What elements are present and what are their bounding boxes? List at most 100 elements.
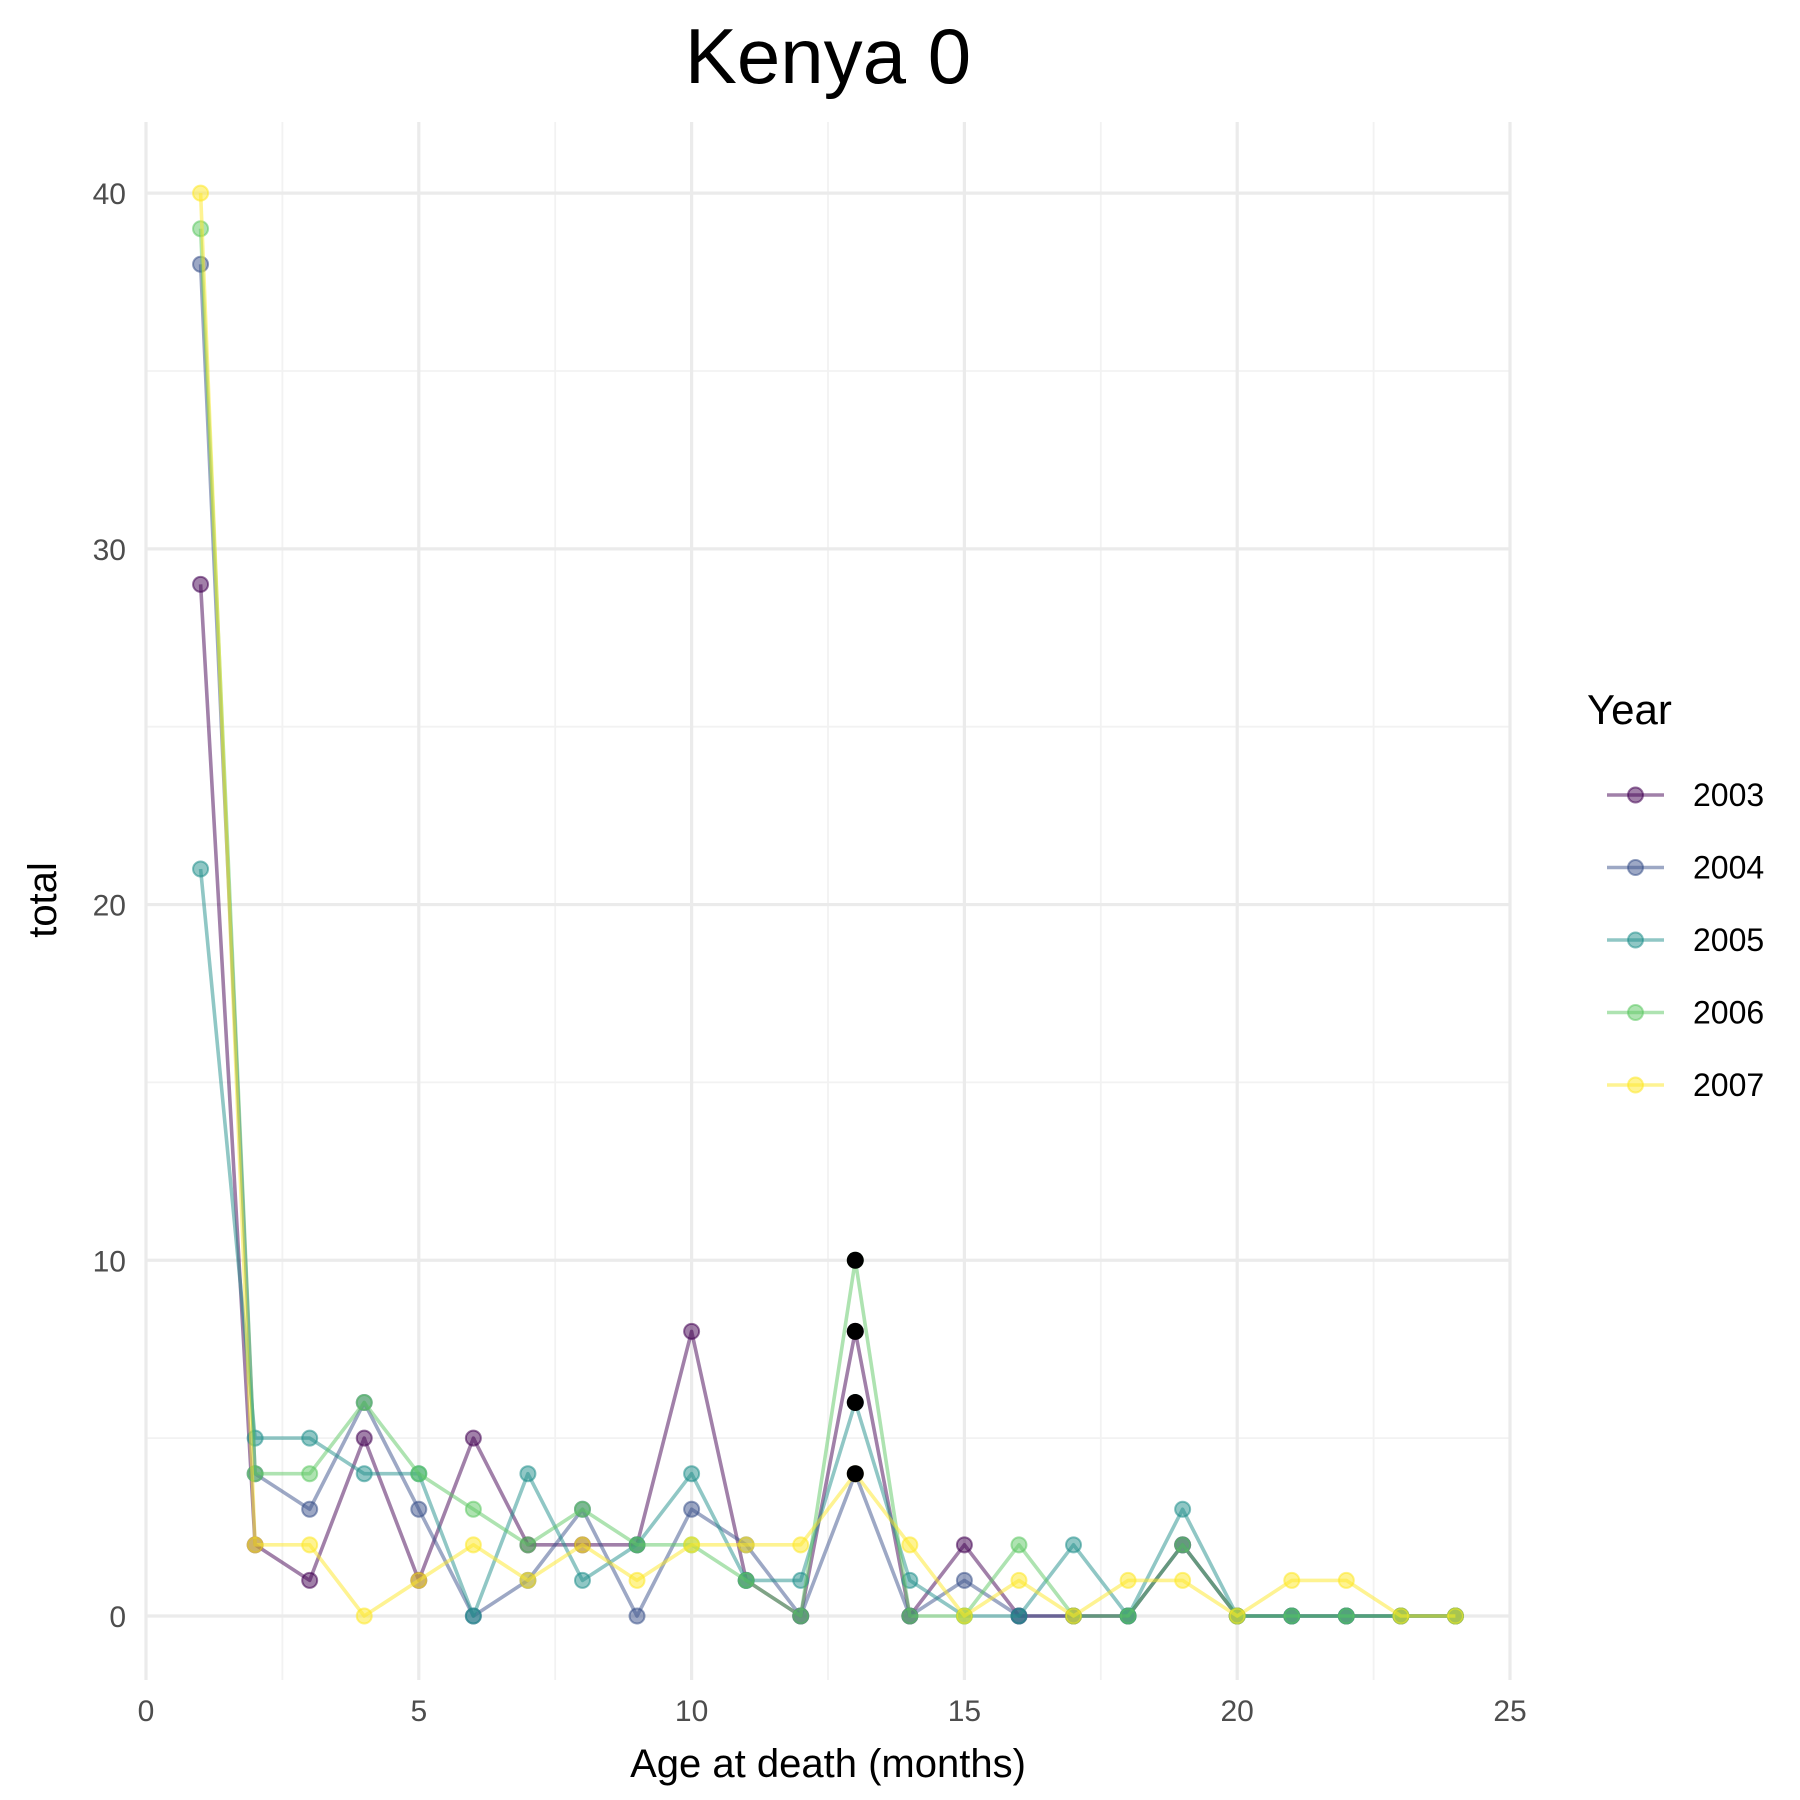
- legend-key-point: [1627, 786, 1644, 804]
- data-point: [1010, 1571, 1028, 1589]
- chart-title: Kenya 0: [685, 12, 971, 100]
- data-point: [628, 1571, 646, 1589]
- data-point: [192, 860, 210, 878]
- legend-key-point: [1627, 1076, 1644, 1094]
- data-point: [301, 1465, 319, 1483]
- legend-item-2005: 2005: [1607, 922, 1764, 958]
- data-point: [464, 1429, 482, 1447]
- data-point: [410, 1465, 428, 1483]
- data-point: [464, 1536, 482, 1554]
- data-point: [955, 1607, 973, 1625]
- data-point: [737, 1571, 755, 1589]
- y-tick-label: 20: [93, 890, 126, 923]
- data-point: [301, 1571, 319, 1589]
- data-point: [901, 1536, 919, 1554]
- series-2007: [192, 184, 1464, 1625]
- highlight-points: [846, 1251, 864, 1483]
- data-point: [1010, 1607, 1028, 1625]
- data-point: [955, 1571, 973, 1589]
- legend-label: 2006: [1693, 995, 1764, 1031]
- series-line: [198, 228, 1456, 1618]
- data-point: [1174, 1500, 1192, 1518]
- data-point: [1283, 1607, 1301, 1625]
- legend-title: Year: [1587, 686, 1672, 733]
- legend-label: 2005: [1693, 922, 1764, 958]
- data-point: [1174, 1536, 1192, 1554]
- data-point: [955, 1536, 973, 1554]
- x-axis-title: Age at death (months): [630, 1742, 1026, 1786]
- data-point: [792, 1607, 810, 1625]
- data-point: [246, 1536, 264, 1554]
- legend-item-2007: 2007: [1607, 1067, 1764, 1103]
- data-point: [410, 1571, 428, 1589]
- legend: Year 2003 2004 2005 2006 2007: [1587, 686, 1764, 1103]
- data-point: [573, 1571, 591, 1589]
- data-point: [464, 1500, 482, 1518]
- data-point: [1119, 1571, 1137, 1589]
- legend-key-point: [1627, 931, 1644, 949]
- legend-item-2006: 2006: [1607, 995, 1764, 1031]
- legend-label: 2003: [1693, 777, 1764, 813]
- data-point: [1119, 1607, 1137, 1625]
- x-tick-label: 15: [948, 1695, 981, 1728]
- highlight-point: [846, 1465, 864, 1483]
- legend-key-point: [1627, 1004, 1644, 1021]
- data-point: [519, 1571, 537, 1589]
- data-point: [355, 1394, 373, 1412]
- x-tick-label: 10: [675, 1695, 708, 1728]
- data-point: [519, 1465, 537, 1483]
- data-point: [301, 1536, 319, 1554]
- legend-item-2003: 2003: [1607, 777, 1764, 813]
- legend-label: 2007: [1693, 1067, 1764, 1103]
- data-point: [1446, 1607, 1464, 1625]
- series-layer: [192, 184, 1464, 1625]
- highlight-point: [846, 1394, 864, 1412]
- data-point: [683, 1536, 701, 1554]
- x-tick-label: 25: [1493, 1695, 1526, 1728]
- data-point: [192, 575, 210, 593]
- data-point: [1283, 1571, 1301, 1589]
- data-point: [1228, 1607, 1246, 1625]
- data-point: [301, 1500, 319, 1518]
- grid-lines: [144, 122, 1512, 1680]
- data-point: [192, 184, 210, 202]
- data-point: [1337, 1571, 1355, 1589]
- data-point: [573, 1536, 591, 1554]
- legend-item-2004: 2004: [1607, 850, 1764, 886]
- x-tick-label: 0: [138, 1695, 155, 1728]
- data-point: [683, 1500, 701, 1518]
- data-point: [683, 1322, 701, 1340]
- data-point: [573, 1500, 591, 1518]
- data-point: [301, 1429, 319, 1447]
- data-point: [410, 1500, 428, 1518]
- y-axis-ticks: 0 10 20 30 40: [93, 178, 126, 1634]
- y-tick-label: 40: [93, 178, 126, 211]
- x-axis-ticks: 0 5 10 15 20 25: [138, 1695, 1527, 1728]
- data-point: [901, 1607, 919, 1625]
- data-point: [246, 1465, 264, 1483]
- data-point: [1010, 1536, 1028, 1554]
- data-point: [1065, 1607, 1083, 1625]
- data-point: [1337, 1607, 1355, 1625]
- data-point: [464, 1607, 482, 1625]
- data-point: [737, 1536, 755, 1554]
- data-point: [1065, 1536, 1083, 1554]
- data-point: [1392, 1607, 1410, 1625]
- legend-key-point: [1627, 859, 1644, 876]
- data-point: [355, 1465, 373, 1483]
- data-point: [628, 1536, 646, 1554]
- y-axis-title: total: [21, 862, 65, 938]
- y-tick-label: 10: [93, 1245, 126, 1278]
- x-tick-label: 5: [410, 1695, 427, 1728]
- data-point: [683, 1465, 701, 1483]
- y-tick-label: 0: [109, 1601, 126, 1634]
- data-point: [355, 1607, 373, 1625]
- series-line: [198, 193, 1456, 1618]
- highlight-point: [846, 1251, 864, 1269]
- data-point: [519, 1536, 537, 1554]
- data-point: [1174, 1571, 1192, 1589]
- data-point: [628, 1607, 646, 1625]
- data-point: [355, 1429, 373, 1447]
- highlight-point: [846, 1322, 864, 1340]
